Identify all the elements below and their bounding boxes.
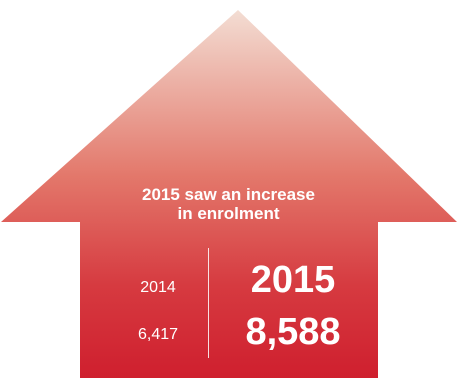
headline: 2015 saw an increase in enrolment xyxy=(0,185,457,223)
previous-value: 6,417 xyxy=(137,326,179,343)
up-arrow-shape xyxy=(1,10,457,378)
divider xyxy=(208,248,209,358)
previous-year: 2014 xyxy=(140,279,176,296)
headline-line-2: in enrolment xyxy=(177,204,280,223)
headline-line-1: 2015 saw an increase xyxy=(142,185,315,204)
current-year: 2015 xyxy=(250,259,336,301)
current-value: 8,588 xyxy=(245,311,341,353)
